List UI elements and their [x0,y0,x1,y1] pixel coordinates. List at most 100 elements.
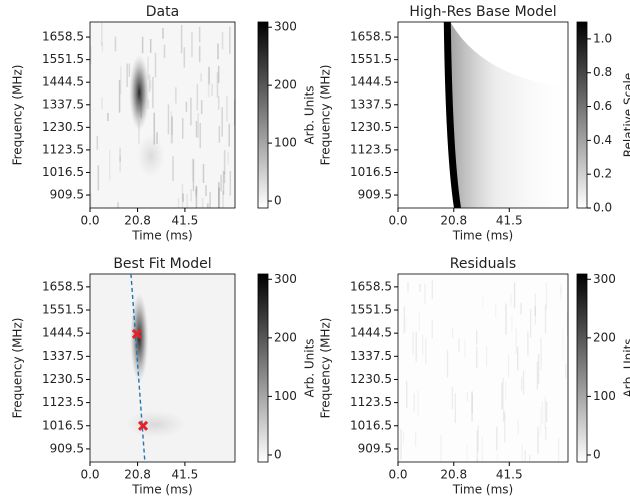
heatmap-texture [128,63,131,77]
heatmap-texture [466,392,469,402]
colorbar-label: Arb. Units [303,338,317,397]
heatmap-texture [119,147,121,162]
heatmap-texture [181,118,184,139]
colorbar-tick-label: 0.0 [593,201,612,215]
heatmap-texture [496,452,499,462]
x-tick-label: 0.0 [388,214,407,228]
heatmap-texture [101,97,103,110]
heatmap [90,22,235,208]
heatmap-texture [400,429,402,460]
heatmap-texture [417,389,419,417]
heatmap-texture [190,189,192,202]
heatmap-texture [534,306,536,316]
heatmap-texture [197,113,199,139]
colorbar-tick-label: 1.0 [593,31,612,45]
heatmap-texture [425,338,427,365]
heatmap-texture [537,426,539,454]
heatmap-texture [545,426,547,441]
heatmap-texture [521,444,523,462]
colorbar-label: Relative Scale [622,73,630,158]
heatmap-texture [228,123,230,147]
heatmap-texture [515,327,517,354]
heatmap-texture [126,63,128,87]
heatmap-texture [520,303,522,315]
heatmap-texture [524,450,526,462]
heatmap-texture [496,426,498,451]
heatmap-texture [195,185,198,195]
heatmap-texture [402,432,405,443]
colorbar-tick-label: 300 [274,20,297,34]
heatmap-texture [229,170,232,196]
heatmap-texture [222,170,225,195]
colorbar-tick-label: 300 [593,272,616,286]
colorbar [576,273,588,463]
heatmap-texture [223,172,226,184]
heatmap-texture [504,412,506,443]
y-tick-label: 1444.5 [350,75,392,89]
heatmap-texture [443,22,461,208]
colorbar-tick-label: 0.4 [593,133,612,147]
heatmap-texture [415,331,417,362]
heatmap-texture [507,355,510,377]
heatmap-texture [406,380,408,409]
heatmap-texture [97,165,100,191]
panel-title: High-Res Base Model [409,4,556,20]
heatmap-texture [185,101,188,112]
colorbar-tick-label: 0.2 [593,167,612,181]
heatmap-texture [540,337,542,371]
heatmap-texture [217,43,219,60]
heatmap-texture [186,193,188,208]
y-tick-label: 1337.5 [42,97,84,111]
heatmap-texture [149,38,152,53]
x-tick-label: 41.5 [496,214,523,228]
y-tick-label: 1658.5 [42,279,84,293]
heatmap-texture [562,328,564,362]
marker [137,420,149,431]
heatmap-texture [96,136,99,150]
heatmap-texture [194,189,197,198]
heatmap-texture [138,120,140,145]
heatmap-texture [529,454,531,462]
heatmap-texture [566,312,568,337]
y-tick-label: 1230.5 [42,120,84,134]
y-tick-label: 1123.5 [42,395,84,409]
heatmap-texture [129,54,150,131]
y-axis-label: Frequency (MHz) [319,318,333,419]
heatmap-texture [198,26,201,43]
colorbar-tick-label: 100 [274,136,297,150]
marker [131,328,142,339]
heatmap [398,274,568,462]
heatmap-texture [511,315,513,331]
heatmap-texture [120,66,122,95]
x-tick-label: 0.0 [80,468,99,482]
heatmap-texture [476,346,478,369]
y-tick-label: 1551.5 [350,303,392,317]
heatmap-texture [560,287,562,301]
heatmap-texture [117,202,119,208]
heatmap-texture [431,279,434,300]
heatmap-texture [199,122,201,149]
heatmap-texture [198,45,201,63]
colorbar-tick-label: 200 [593,330,616,344]
heatmap-texture [418,312,420,332]
heatmap-texture [541,401,544,424]
heatmap-texture [557,437,560,462]
heatmap-texture [502,377,504,410]
y-tick-label: 1444.5 [42,326,84,340]
heatmap-texture [527,331,529,356]
heatmap-texture [192,159,195,192]
x-tick-label: 41.5 [172,214,199,228]
heatmap-texture [218,125,221,143]
y-tick-label: 1230.5 [350,120,392,134]
heatmap-texture [482,296,484,307]
heatmap-texture [171,116,173,144]
heatmap-texture [513,282,516,309]
heatmap-texture [503,409,505,422]
colorbar-label: Arb. Units [303,85,317,144]
colorbar-tick-label: 0.8 [593,65,612,79]
y-tick-label: 1123.5 [350,395,392,409]
y-tick-label: 1658.5 [350,30,392,44]
heatmap-texture [201,197,204,208]
heatmap-texture [180,24,183,54]
